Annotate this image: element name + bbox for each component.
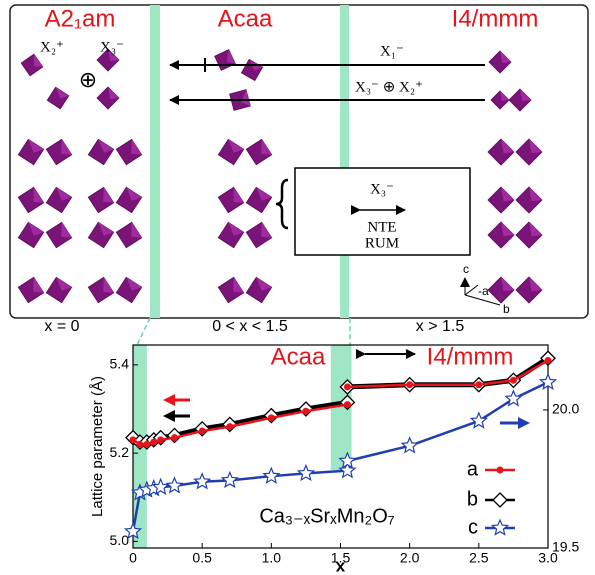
x-tick-label: 0.5 <box>192 550 212 566</box>
x-axis-label: x <box>336 556 346 575</box>
legend-label: a <box>467 458 479 480</box>
marker <box>540 374 555 388</box>
figure: A2₁am Acaa I4/mmm X₂⁺ X₃⁻ ⊕ X₁⁻ X₃⁻ ⊕ X₂… <box>0 0 595 575</box>
marker <box>545 357 552 364</box>
marker <box>344 401 351 408</box>
axis-arrow-head <box>163 410 175 422</box>
region-label: 0 < x < 1.5 <box>212 318 288 335</box>
y-axis-label: Lattice parameter (Å) <box>89 376 106 517</box>
irrep: X₃⁻ <box>370 181 394 197</box>
legend-label: c <box>468 516 478 538</box>
irrep: ⊕ <box>79 67 97 92</box>
inset-label: NTE <box>367 219 396 235</box>
marker <box>143 441 150 448</box>
marker <box>510 377 517 384</box>
axis-arrow-head <box>163 394 175 406</box>
region-label: x = 0 <box>44 318 79 335</box>
marker <box>199 428 206 435</box>
annotation: Acaa <box>271 343 326 370</box>
marker <box>136 441 143 448</box>
x-tick-label: 1.0 <box>262 550 282 566</box>
irrep: X₃⁻ <box>100 39 124 55</box>
marker <box>268 414 275 421</box>
x-tick-label: 2.5 <box>469 550 489 566</box>
marker <box>344 383 351 390</box>
phase-label: Acaa <box>218 5 273 32</box>
marker <box>406 381 413 388</box>
marker <box>150 439 157 446</box>
y2-tick-label: 20.0 <box>552 401 579 417</box>
annotation: Ca₃₋ₓSrₓMn₂O₇ <box>259 505 394 527</box>
marker <box>167 478 182 492</box>
marker <box>402 438 417 452</box>
inset-label: RUM <box>365 235 399 251</box>
y2-tick-label: 19.5 <box>552 539 579 555</box>
irrep: X₁⁻ <box>380 43 404 59</box>
marker <box>130 436 137 443</box>
irrep: X₂⁺ <box>40 39 64 55</box>
phase-label: I4/mmm <box>452 5 539 32</box>
chart: 00.51.01.52.02.53.05.05.25.419.520.0xLat… <box>89 318 579 575</box>
marker <box>264 468 279 482</box>
connector <box>137 318 150 345</box>
annotation: I4/mmm <box>427 343 514 370</box>
legend-marker <box>493 493 507 507</box>
y-tick-label: 5.2 <box>110 444 130 460</box>
x-tick-label: 0 <box>129 550 137 566</box>
marker <box>298 465 313 479</box>
marker <box>171 434 178 441</box>
phase-band <box>150 5 160 318</box>
marker <box>195 474 210 488</box>
x-tick-label: 2.0 <box>400 550 420 566</box>
irrep: X₃⁻ ⊕ X₂⁺ <box>355 79 423 95</box>
legend-marker <box>497 467 504 474</box>
axis-label: b <box>503 302 510 316</box>
marker <box>222 472 237 486</box>
marker <box>302 408 309 415</box>
marker <box>226 423 233 430</box>
marker <box>471 413 486 427</box>
axis-label: c <box>463 262 469 276</box>
y-tick-label: 5.0 <box>110 532 130 548</box>
legend-marker <box>492 520 507 534</box>
marker <box>157 436 164 443</box>
region-label: x > 1.5 <box>416 318 465 335</box>
y-tick-label: 5.4 <box>110 356 130 372</box>
axis-label: -a <box>478 284 489 298</box>
phase-label: A2₁am <box>45 5 116 32</box>
legend-label: b <box>467 488 478 510</box>
axis-arrow-head <box>518 417 530 429</box>
phase-band <box>340 5 349 318</box>
marker <box>475 381 482 388</box>
